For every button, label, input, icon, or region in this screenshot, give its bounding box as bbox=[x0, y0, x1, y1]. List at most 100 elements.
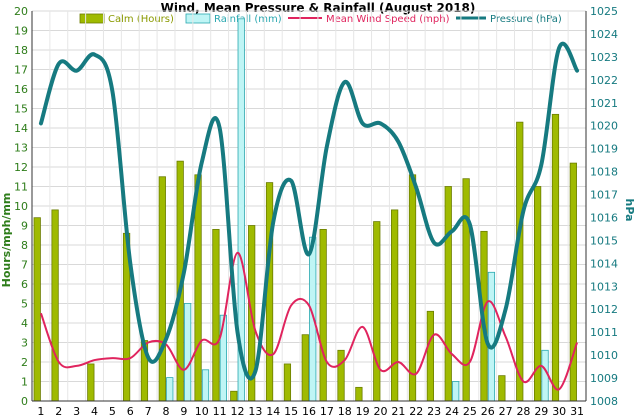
calm-bar bbox=[516, 121, 524, 402]
legend-label-calm: Calm (Hours) bbox=[108, 14, 174, 25]
right-tick-label: 1019 bbox=[590, 143, 618, 156]
x-tick-label: 26 bbox=[481, 405, 495, 418]
right-tick-label: 1023 bbox=[590, 51, 618, 64]
x-tick-label: 17 bbox=[320, 405, 334, 418]
left-tick-label: 6 bbox=[21, 278, 28, 291]
calm-bar bbox=[301, 334, 309, 402]
x-tick-label: 8 bbox=[163, 405, 170, 418]
right-tick-label: 1024 bbox=[590, 28, 618, 41]
left-tick-label: 9 bbox=[21, 220, 28, 233]
x-axis-ticks: 1 2 3 4 5 6 7 8 9 10 11 12 13 14 15 16 17 18 19 20 21 22 23 24 2… bbox=[37, 405, 584, 418]
right-tick-label: 1025 bbox=[590, 5, 618, 18]
legend: Calm (Hours) Rainfall (mm) Mean Wind Spe… bbox=[79, 13, 562, 25]
left-tick-label: 16 bbox=[14, 83, 28, 96]
x-tick-label: 18 bbox=[338, 405, 352, 418]
x-tick-label: 24 bbox=[445, 405, 459, 418]
x-tick-label: 19 bbox=[356, 405, 370, 418]
legend-label-pressure: Pressure (hPa) bbox=[490, 14, 562, 25]
right-tick-label: 1021 bbox=[590, 97, 618, 110]
calm-bar bbox=[212, 228, 220, 402]
gridlines bbox=[31, 10, 587, 402]
left-tick-label: 1 bbox=[21, 376, 28, 389]
x-tick-label: 13 bbox=[248, 405, 262, 418]
x-tick-label: 9 bbox=[180, 405, 187, 418]
x-tick-label: 14 bbox=[266, 405, 280, 418]
left-axis-label: Hours/mph/mm bbox=[0, 193, 13, 288]
rainfall-bar bbox=[166, 377, 174, 402]
calm-bar bbox=[51, 209, 59, 402]
x-tick-label: 31 bbox=[570, 405, 584, 418]
calm-bar bbox=[230, 390, 238, 402]
right-tick-label: 1010 bbox=[590, 349, 618, 362]
calm-bar bbox=[158, 176, 166, 402]
right-axis-ticks: 1008 1009 1010 1011 1012 1013 1014 1015 1016 1017… bbox=[590, 5, 618, 408]
x-tick-label: 27 bbox=[499, 405, 513, 418]
pressure-line bbox=[38, 42, 580, 381]
rainfall-bars bbox=[166, 18, 549, 402]
rainfall-bar bbox=[487, 271, 496, 402]
x-tick-label: 15 bbox=[284, 405, 298, 418]
x-tick-label: 25 bbox=[463, 405, 477, 418]
right-tick-label: 1011 bbox=[590, 326, 618, 339]
x-tick-label: 10 bbox=[195, 405, 209, 418]
left-tick-label: 4 bbox=[21, 317, 28, 330]
right-tick-label: 1017 bbox=[590, 189, 618, 202]
calm-bar bbox=[551, 113, 560, 402]
calm-bar bbox=[391, 209, 399, 402]
calm-bar bbox=[498, 375, 506, 402]
left-tick-label: 7 bbox=[21, 259, 28, 272]
left-tick-label: 0 bbox=[21, 395, 28, 408]
axes bbox=[31, 11, 587, 402]
right-tick-label: 1009 bbox=[590, 372, 618, 385]
x-tick-label: 5 bbox=[109, 405, 116, 418]
right-tick-label: 1014 bbox=[590, 257, 618, 270]
calm-bar bbox=[462, 178, 470, 402]
legend-swatch-rainfall bbox=[185, 13, 211, 24]
calm-bar bbox=[444, 186, 452, 402]
right-tick-label: 1012 bbox=[590, 303, 618, 316]
calm-bar bbox=[283, 363, 292, 402]
right-axis-label: hPa bbox=[623, 198, 636, 221]
x-tick-label: 2 bbox=[55, 405, 62, 418]
left-tick-label: 13 bbox=[14, 142, 28, 155]
calm-bar bbox=[337, 349, 345, 402]
left-tick-label: 10 bbox=[14, 200, 28, 213]
calm-bar bbox=[355, 386, 363, 402]
rainfall-bar bbox=[452, 381, 460, 402]
rainfall-bar bbox=[184, 303, 192, 402]
calm-bar bbox=[265, 182, 274, 402]
calm-bar bbox=[569, 162, 577, 402]
x-tick-label: 16 bbox=[302, 405, 316, 418]
left-tick-label: 2 bbox=[21, 356, 28, 369]
x-tick-label: 12 bbox=[231, 405, 245, 418]
legend-label-wind: Mean Wind Speed (mph) bbox=[326, 14, 450, 25]
x-tick-label: 30 bbox=[552, 405, 566, 418]
x-tick-label: 1 bbox=[37, 405, 44, 418]
left-tick-label: 12 bbox=[14, 161, 28, 174]
calm-bar bbox=[373, 221, 381, 402]
calm-bar bbox=[408, 174, 417, 402]
x-tick-label: 20 bbox=[373, 405, 387, 418]
right-tick-label: 1020 bbox=[590, 120, 618, 133]
x-tick-label: 3 bbox=[73, 405, 80, 418]
right-tick-label: 1015 bbox=[590, 234, 618, 247]
left-tick-label: 5 bbox=[21, 298, 28, 311]
left-tick-label: 3 bbox=[21, 337, 28, 350]
legend-swatch-calm bbox=[79, 13, 105, 24]
x-tick-label: 29 bbox=[534, 405, 548, 418]
x-tick-label: 6 bbox=[127, 405, 134, 418]
right-tick-label: 1013 bbox=[590, 280, 618, 293]
calm-bar bbox=[33, 217, 41, 402]
right-tick-label: 1016 bbox=[590, 211, 618, 224]
x-tick-label: 22 bbox=[409, 405, 423, 418]
legend-label-rainfall: Rainfall (mm) bbox=[214, 14, 282, 25]
left-tick-label: 15 bbox=[14, 103, 28, 116]
left-tick-label: 18 bbox=[14, 44, 28, 57]
x-tick-label: 7 bbox=[145, 405, 152, 418]
calm-bar bbox=[426, 310, 434, 402]
left-tick-label: 20 bbox=[14, 5, 28, 18]
x-tick-label: 28 bbox=[516, 405, 530, 418]
left-tick-label: 17 bbox=[14, 64, 28, 77]
